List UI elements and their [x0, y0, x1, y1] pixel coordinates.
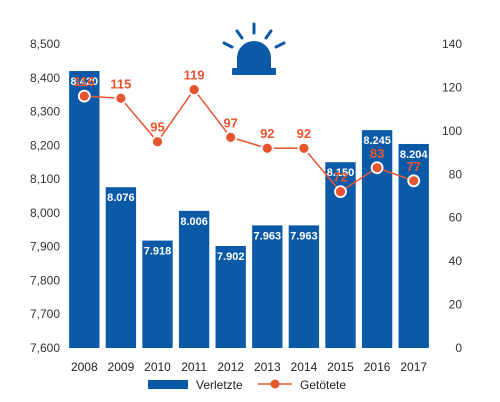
bar [215, 245, 246, 348]
line-value-label: 115 [110, 76, 131, 91]
legend-marker-line [270, 379, 280, 389]
line-value-label: 77 [406, 159, 420, 174]
x-tick-label: 2015 [327, 360, 354, 374]
left-tick-label: 8,000 [30, 206, 60, 220]
line-value-label: 119 [184, 68, 205, 83]
x-tick-label: 2010 [144, 360, 171, 374]
x-tick-label: 2017 [400, 360, 427, 374]
line-value-label: 92 [297, 126, 311, 141]
line-value-label: 72 [333, 170, 347, 185]
line-point [260, 141, 274, 155]
line-point [114, 91, 128, 105]
bar-value-label: 7.902 [217, 251, 245, 263]
line-point [187, 83, 201, 96]
bar-value-label: 8.245 [363, 135, 391, 147]
line-value-label: 97 [223, 115, 237, 130]
bar [142, 240, 173, 348]
police-siren-icon [222, 22, 286, 75]
line-point [224, 130, 238, 144]
legend: Verletzte Getötete [148, 378, 346, 392]
left-tick-label: 7,700 [30, 307, 60, 321]
left-tick-label: 8,500 [30, 37, 60, 51]
line-point [77, 89, 91, 103]
line-point [334, 185, 347, 199]
left-tick-label: 7,800 [30, 273, 60, 287]
bar-value-label: 8.420 [71, 76, 99, 88]
x-tick-label: 2008 [71, 360, 98, 374]
left-tick-label: 8,200 [30, 138, 60, 152]
line-point [407, 174, 421, 188]
line-value-label: 116 [74, 74, 95, 89]
x-tick-label: 2009 [108, 360, 135, 374]
left-tick-label: 8,300 [30, 105, 60, 119]
right-tick-label: 40 [449, 254, 463, 268]
bar [178, 210, 210, 348]
bar-value-label: 8.150 [327, 167, 355, 179]
right-tick-label: 80 [449, 167, 463, 181]
line-series: 116 115 95 119 97 92 92 72 83 77 [74, 68, 421, 199]
left-tick-label: 7,600 [30, 341, 60, 355]
line-point [151, 135, 164, 149]
right-tick-label: 20 [449, 298, 463, 312]
bar [69, 71, 100, 349]
x-tick-label: 2011 [181, 360, 207, 374]
legend-label-line: Getötete [300, 378, 346, 392]
right-tick-label: 140 [442, 37, 462, 51]
bar-value-label: 7.963 [254, 230, 282, 242]
x-tick-label: 2014 [291, 360, 318, 374]
left-tick-label: 8,100 [30, 172, 60, 186]
line-value-label: 95 [150, 120, 164, 135]
bar [252, 225, 283, 348]
line-value-label: 83 [370, 146, 384, 161]
left-axis: 7,600 7,700 7,800 7,900 8,000 8,100 8,200 8,300… [30, 37, 60, 355]
x-tick-label: 2013 [254, 360, 281, 374]
left-tick-label: 7,900 [30, 240, 60, 254]
line-point [370, 161, 384, 175]
legend-swatch-bars [148, 380, 188, 389]
bar-value-label: 7.963 [290, 230, 318, 242]
right-tick-label: 0 [455, 341, 462, 355]
right-tick-label: 60 [449, 211, 463, 225]
x-tick-label: 2016 [364, 360, 391, 374]
x-tick-label: 2012 [217, 360, 244, 374]
bar-value-label: 8.076 [107, 192, 135, 204]
right-axis: 0 20 40 60 80 100 120 140 [442, 37, 462, 355]
line-point [297, 141, 311, 155]
bar [105, 187, 137, 348]
line-path [84, 88, 414, 193]
bar-value-label: 8.006 [180, 216, 208, 228]
x-axis: 2008 2009 2010 2011 2012 2013 2014 2015 2016 2017 [71, 360, 427, 374]
bar [288, 225, 320, 348]
line-value-label: 92 [260, 126, 274, 141]
left-tick-label: 8,400 [30, 71, 60, 85]
bar-series: 8.420 8.076 7.918 8.006 7.902 7.963 7.963 8.150… [69, 71, 429, 349]
bar-value-label: 7.918 [144, 246, 172, 258]
bar-value-label: 8.204 [400, 149, 428, 161]
right-tick-label: 100 [442, 124, 462, 138]
right-tick-label: 120 [442, 80, 462, 94]
legend-label-bars: Verletzte [196, 378, 243, 392]
